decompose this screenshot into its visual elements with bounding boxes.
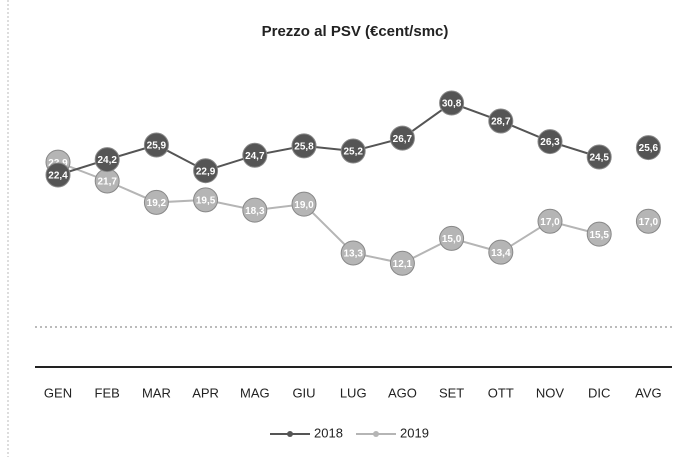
data-label: 12,1 <box>393 259 413 270</box>
point-marker <box>389 250 415 276</box>
point-marker <box>242 142 268 168</box>
x-tick-label: AVG <box>635 385 662 400</box>
data-label: 25,9 <box>147 141 167 152</box>
point-marker <box>488 108 514 134</box>
point-marker <box>439 225 465 251</box>
point-marker <box>45 162 71 188</box>
data-label: 19,2 <box>147 198 167 209</box>
point-marker <box>586 144 612 170</box>
x-tick-label: NOV <box>536 385 565 400</box>
data-label: 22,9 <box>196 166 216 177</box>
point-marker <box>291 191 317 217</box>
data-label: 25,6 <box>639 143 659 154</box>
point-marker <box>291 133 317 159</box>
x-tick-label: LUG <box>340 385 367 400</box>
point-marker <box>193 158 219 184</box>
x-tick-label: OTT <box>488 385 514 400</box>
point-marker <box>488 239 514 265</box>
data-label: 26,3 <box>540 137 560 148</box>
x-tick-label: FEB <box>95 385 120 400</box>
point-marker <box>340 240 366 266</box>
point-marker <box>586 221 612 247</box>
point-marker <box>439 90 465 116</box>
data-label: 17,0 <box>639 217 659 228</box>
point-marker <box>193 187 219 213</box>
legend-label: 2018 <box>314 425 343 440</box>
data-label: 21,7 <box>97 177 117 188</box>
data-label: 17,0 <box>540 217 560 228</box>
data-label: 15,0 <box>442 234 462 245</box>
data-label: 24,5 <box>589 153 609 164</box>
data-label: 24,7 <box>245 151 265 162</box>
series-line <box>57 161 600 265</box>
point-marker <box>389 125 415 151</box>
point-marker <box>537 208 563 234</box>
chart-title: Prezzo al PSV (€cent/smc) <box>262 23 449 40</box>
x-tick-label: MAG <box>240 385 270 400</box>
data-label: 25,8 <box>294 141 314 152</box>
point-marker <box>635 208 661 234</box>
point-marker <box>635 135 661 161</box>
x-tick-label: MAR <box>142 385 171 400</box>
point-marker <box>242 197 268 223</box>
x-tick-label: AGO <box>388 385 417 400</box>
point-marker <box>143 132 169 158</box>
point-marker <box>143 189 169 215</box>
data-label: 30,8 <box>442 99 462 110</box>
point-marker <box>94 147 120 173</box>
data-label: 18,3 <box>245 206 265 217</box>
legend-marker <box>287 431 293 437</box>
x-tick-label: GEN <box>44 385 72 400</box>
data-label: 24,2 <box>97 155 117 166</box>
data-label: 26,7 <box>393 134 413 145</box>
x-tick-label: SET <box>439 385 464 400</box>
data-label: 15,5 <box>589 230 609 241</box>
x-tick-label: DIC <box>588 385 610 400</box>
point-marker <box>537 129 563 155</box>
data-label: 25,2 <box>343 147 363 158</box>
data-label: 13,4 <box>491 248 511 259</box>
legend-marker <box>373 431 379 437</box>
data-label: 19,5 <box>196 195 216 206</box>
x-tick-label: APR <box>192 385 219 400</box>
legend-label: 2019 <box>400 425 429 440</box>
point-marker <box>340 138 366 164</box>
data-label: 28,7 <box>491 117 511 128</box>
data-label: 13,3 <box>343 249 363 260</box>
data-label: 22,4 <box>48 171 68 182</box>
x-tick-label: GIU <box>292 385 315 400</box>
series-line <box>57 101 600 176</box>
data-label: 19,0 <box>294 200 314 211</box>
